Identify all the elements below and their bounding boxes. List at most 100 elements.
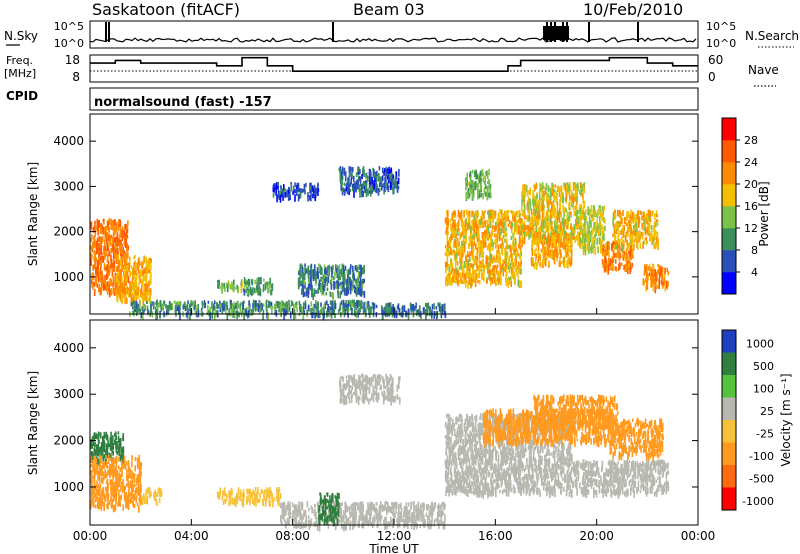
data-cell: [333, 284, 335, 290]
data-cell: [530, 256, 533, 263]
data-cell: [626, 256, 628, 262]
data-cell: [536, 211, 539, 217]
data-cell: [658, 264, 661, 270]
data-cell: [278, 194, 281, 200]
data-cell: [654, 280, 657, 287]
data-cell: [305, 182, 307, 188]
data-cell: [240, 285, 243, 294]
data-cell: [232, 304, 234, 311]
data-cell: [101, 276, 104, 281]
data-cell: [320, 266, 322, 274]
data-cell: [148, 297, 150, 302]
data-cell: [485, 225, 488, 233]
data-cell: [282, 189, 284, 198]
data-cell: [179, 301, 181, 307]
data-cell: [653, 225, 655, 232]
data-cell: [110, 261, 113, 266]
data-cell: [541, 219, 543, 227]
data-cell: [566, 235, 569, 243]
data-cell: [238, 312, 240, 318]
data-cell: [573, 193, 576, 199]
data-cell: [482, 222, 484, 227]
data-cell: [378, 188, 381, 192]
data-cell: [135, 279, 137, 285]
data-cell: [584, 233, 587, 240]
data-cell: [626, 239, 628, 245]
data-cell: [224, 286, 226, 292]
data-cell: [553, 233, 555, 240]
data-cell: [452, 249, 455, 253]
data-cell: [350, 302, 352, 306]
data-cell: [527, 224, 529, 231]
data-cell: [533, 249, 536, 257]
data-cell: [543, 237, 545, 243]
data-cell: [554, 207, 556, 212]
data-cell: [346, 283, 349, 287]
data-cell: [441, 304, 443, 311]
data-cell: [476, 229, 479, 234]
data-cell: [552, 250, 555, 258]
data-cell: [395, 312, 398, 317]
data-cell: [488, 256, 490, 261]
data-cell: [96, 268, 99, 275]
data-cell: [119, 298, 122, 303]
data-cell: [547, 238, 550, 242]
data-cell: [473, 192, 475, 198]
data-cell: [337, 309, 340, 314]
data-cell: [105, 284, 108, 291]
data-cell: [529, 202, 532, 210]
colorbar-swatch: [722, 162, 736, 185]
data-cell: [606, 241, 609, 249]
data-cell: [496, 272, 499, 278]
data-cell: [554, 184, 556, 188]
data-cell: [355, 187, 357, 193]
data-cell: [519, 254, 521, 260]
data-cell: [654, 242, 657, 249]
data-cell: [616, 210, 619, 217]
data-cell: [639, 242, 642, 249]
data-cell: [667, 271, 670, 276]
data-cell: [479, 241, 482, 247]
data-cell: [361, 287, 363, 294]
data-cell: [572, 182, 575, 186]
data-cell: [495, 255, 498, 261]
data-cell: [581, 239, 583, 244]
data-cell: [506, 244, 509, 250]
data-cell: [291, 301, 294, 306]
data-cell: [349, 166, 352, 172]
data-cell: [124, 464, 127, 471]
data-cell: [122, 456, 124, 460]
data-cell: [558, 214, 561, 218]
data-cell: [478, 272, 480, 279]
data-cell: [487, 174, 489, 180]
data-cell: [505, 241, 508, 250]
data-cell: [256, 303, 259, 307]
data-cell: [304, 268, 307, 273]
data-cell: [505, 258, 507, 265]
data-cell: [197, 303, 199, 311]
data-cell: [547, 185, 550, 193]
data-cell: [118, 286, 120, 294]
data-cell: [117, 254, 120, 262]
data-cell: [503, 260, 506, 265]
data-cell: [463, 234, 466, 239]
data-cell: [246, 285, 248, 289]
data-cell: [546, 253, 549, 257]
data-cell: [90, 245, 92, 251]
data-cell: [312, 275, 314, 279]
data-cell: [545, 227, 548, 233]
data-cell: [313, 188, 315, 194]
data-cell: [415, 302, 417, 309]
data-cell: [628, 224, 631, 230]
data-cell: [533, 214, 535, 220]
data-cell: [119, 231, 122, 235]
data-cell: [456, 242, 458, 247]
data-cell: [629, 241, 631, 246]
data-cell: [298, 269, 300, 274]
data-cell: [547, 240, 549, 246]
data-cell: [594, 209, 596, 216]
data-cell: [547, 254, 550, 258]
data-cell: [351, 167, 354, 173]
data-cell: [311, 307, 314, 312]
data-cell: [552, 236, 554, 241]
